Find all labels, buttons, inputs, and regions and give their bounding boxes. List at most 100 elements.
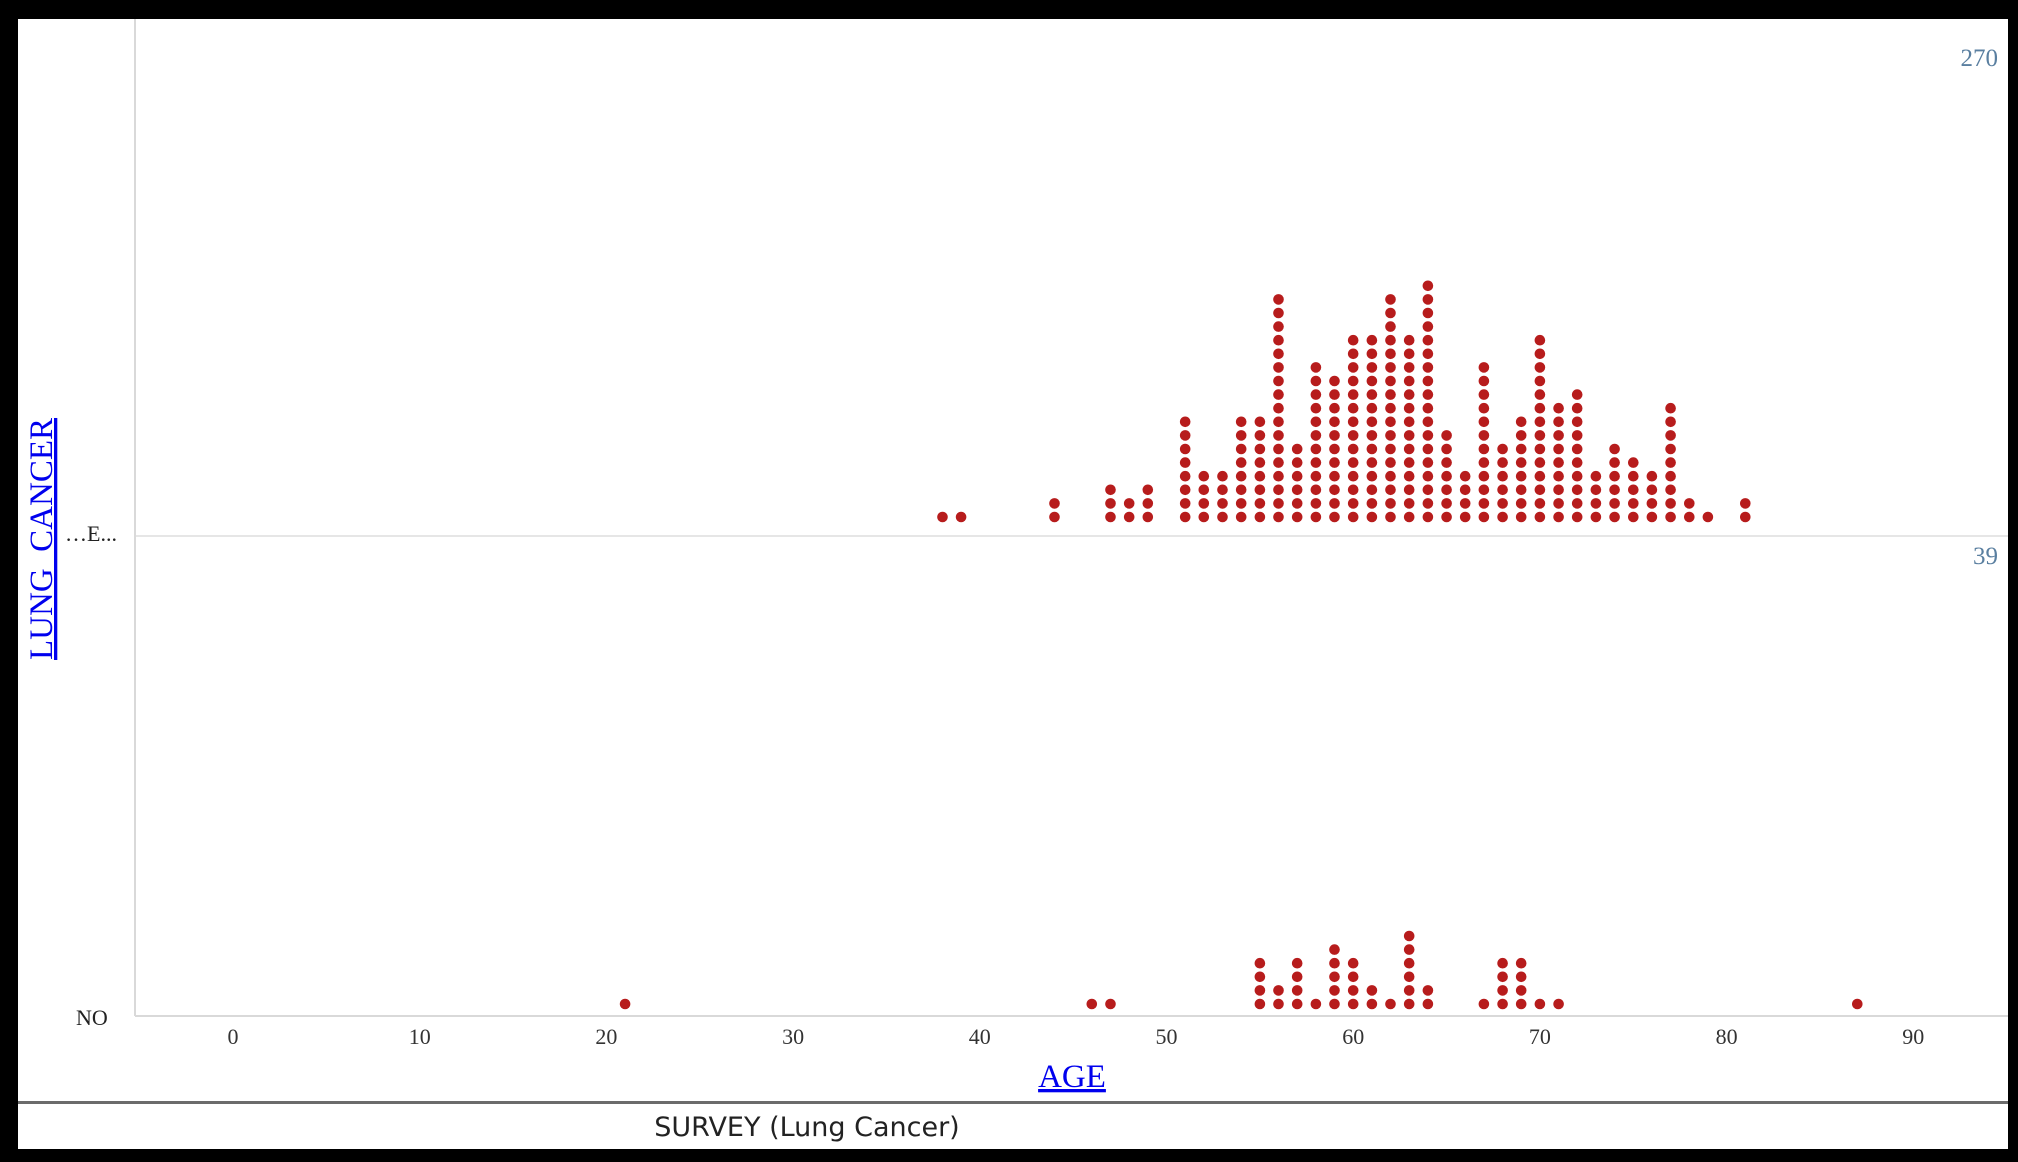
data-point: [1422, 511, 1434, 523]
data-point: [1553, 470, 1564, 482]
data-point: [1441, 457, 1452, 468]
data-point: [1684, 511, 1695, 523]
data-point: [1441, 498, 1452, 509]
data-point: [1235, 416, 1247, 428]
data-point: [1534, 470, 1546, 482]
data-point: [1179, 470, 1191, 482]
data-point: [1553, 484, 1564, 496]
data-point: [1553, 457, 1564, 468]
data-point: [1310, 484, 1322, 496]
data-point: [1273, 321, 1284, 332]
data-point: [1571, 430, 1583, 441]
data-point: [1609, 443, 1620, 455]
data-point: [1590, 484, 1602, 496]
data-point: [1403, 375, 1415, 387]
data-point: [1403, 389, 1415, 400]
data-point: [1385, 511, 1396, 523]
data-point: [1534, 375, 1546, 387]
data-point: [1329, 998, 1340, 1010]
axes-layer: 0 10 20 30 40 50 60 70 80 90 …E... NO 270 39: [65, 19, 2008, 1049]
data-point: [1366, 362, 1378, 373]
data-point: [1478, 430, 1490, 441]
data-point: [1553, 430, 1564, 441]
x-tick-label: 40: [969, 1024, 991, 1049]
data-point: [1366, 470, 1378, 482]
data-point: [1273, 334, 1284, 346]
data-point: [1534, 430, 1546, 441]
data-point: [1347, 957, 1359, 969]
data-point: [1235, 470, 1247, 482]
data-point: [1515, 985, 1527, 996]
data-point: [1310, 375, 1322, 387]
data-point: [1478, 470, 1490, 482]
data-point: [1179, 430, 1191, 441]
data-point: [1590, 498, 1602, 509]
x-axis-title[interactable]: AGE: [1038, 1059, 1106, 1095]
data-point: [1086, 998, 1098, 1010]
data-point: [1403, 957, 1415, 969]
data-point: [1497, 957, 1508, 969]
data-point: [1347, 416, 1359, 428]
data-point: [1347, 511, 1359, 523]
data-point: [1422, 389, 1434, 400]
data-point: [1609, 484, 1620, 496]
data-point: [1665, 484, 1676, 496]
data-point: [1366, 998, 1378, 1010]
data-point: [1385, 375, 1396, 387]
data-point: [1235, 511, 1247, 523]
data-point: [1702, 511, 1714, 523]
data-point: [1254, 416, 1266, 428]
data-point: [1329, 484, 1340, 496]
data-point: [1310, 457, 1322, 468]
data-point: [1291, 484, 1303, 496]
x-tick-label: 30: [782, 1024, 804, 1049]
data-point: [1441, 443, 1452, 455]
data-point: [1329, 416, 1340, 428]
data-point: [1403, 971, 1415, 983]
data-point: [1105, 998, 1116, 1010]
data-point: [1329, 457, 1340, 468]
data-point: [1254, 498, 1266, 509]
data-point: [1459, 470, 1471, 482]
data-point: [1422, 498, 1434, 509]
data-point: [1310, 430, 1322, 441]
data-point: [1347, 375, 1359, 387]
data-point: [1254, 443, 1266, 455]
data-point: [1347, 402, 1359, 414]
data-point: [1422, 348, 1434, 360]
data-point: [1478, 511, 1490, 523]
data-point: [1179, 498, 1191, 509]
data-point: [1403, 457, 1415, 468]
data-point: [1385, 334, 1396, 346]
data-point: [1217, 470, 1228, 482]
data-point: [1329, 511, 1340, 523]
data-point: [1273, 375, 1284, 387]
data-point: [1590, 470, 1602, 482]
data-point: [1422, 307, 1434, 319]
data-point: [1497, 470, 1508, 482]
data-point: [1609, 457, 1620, 468]
data-point: [1478, 389, 1490, 400]
data-point: [1310, 416, 1322, 428]
y-axis-title[interactable]: LUNG_CANCER: [24, 418, 60, 660]
data-point: [1273, 348, 1284, 360]
data-point: [1254, 985, 1266, 996]
data-point: [1422, 334, 1434, 346]
data-point: [1142, 498, 1154, 509]
data-point: [1571, 416, 1583, 428]
data-point: [1347, 457, 1359, 468]
data-point: [1515, 511, 1527, 523]
data-point: [1366, 498, 1378, 509]
data-point: [1198, 484, 1210, 496]
data-point: [1403, 944, 1415, 955]
data-point: [1459, 498, 1471, 509]
data-point: [1217, 484, 1228, 496]
data-point: [1273, 402, 1284, 414]
data-point: [1441, 470, 1452, 482]
data-point: [1571, 443, 1583, 455]
data-point: [1534, 334, 1546, 346]
data-point: [1254, 971, 1266, 983]
data-point: [1478, 998, 1490, 1010]
data-point: [1403, 430, 1415, 441]
data-point: [1329, 375, 1340, 387]
